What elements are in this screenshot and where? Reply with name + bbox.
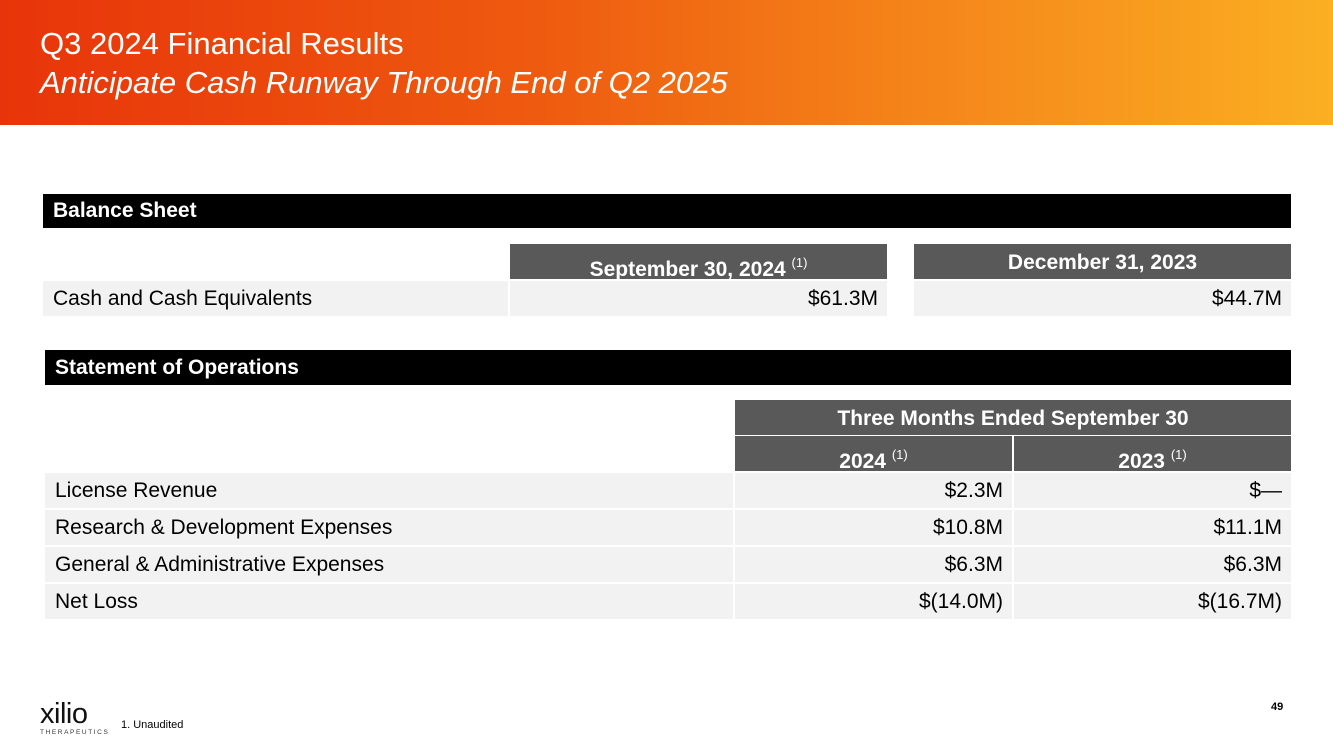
operations-row-value: $(16.7M) [1014, 584, 1291, 619]
operations-row-value: $6.3M [735, 547, 1012, 582]
operations-col-header-2: 2023 (1) [1014, 436, 1291, 473]
operations-row-label: Net Loss [45, 584, 733, 619]
operations-col-header-2-note: (1) [1170, 447, 1187, 462]
balance-row-value-1: $61.3M [510, 281, 887, 316]
operations-group-header: Three Months Ended September 30 [735, 400, 1291, 435]
balance-col-header-2-label: December 31, 2023 [1007, 251, 1198, 274]
operations-row-value: $(14.0M) [735, 584, 1012, 619]
operations-row-value: $10.8M [735, 510, 1012, 545]
balance-row-value-2: $44.7M [914, 281, 1291, 316]
operations-heading: Statement of Operations [45, 350, 1291, 385]
logo-tagline: THERAPEUTICS [40, 729, 110, 736]
operations-col-header-2-label: 2023 [1118, 450, 1165, 473]
operations-row-label: License Revenue [45, 473, 733, 508]
balance-sheet-heading: Balance Sheet [43, 194, 1291, 228]
balance-col-header-2: December 31, 2023 [914, 244, 1291, 279]
operations-col-header-1-label: 2024 [839, 450, 886, 473]
balance-row-label: Cash and Cash Equivalents [43, 281, 508, 316]
page-number: 49 [1271, 701, 1284, 713]
operations-row-value: $— [1014, 473, 1291, 508]
operations-col-header-1-note: (1) [891, 447, 908, 462]
balance-col-header-1-note: (1) [791, 255, 808, 270]
operations-row-value: $6.3M [1014, 547, 1291, 582]
operations-row-value: $11.1M [1014, 510, 1291, 545]
page-title: Q3 2024 Financial Results [40, 26, 404, 61]
balance-col-header-1-label: September 30, 2024 [589, 258, 786, 281]
page-subtitle: Anticipate Cash Runway Through End of Q2… [40, 65, 728, 100]
footnote: 1. Unaudited [121, 719, 184, 731]
header-banner: Q3 2024 Financial Results Anticipate Cas… [0, 0, 1333, 125]
operations-col-header-1: 2024 (1) [735, 436, 1012, 473]
operations-row-label: General & Administrative Expenses [45, 547, 733, 582]
company-logo: xilio THERAPEUTICS [40, 698, 110, 737]
operations-row-value: $2.3M [735, 473, 1012, 508]
logo-wordmark: xilio [40, 698, 88, 730]
operations-row-label: Research & Development Expenses [45, 510, 733, 545]
balance-col-header-1: September 30, 2024 (1) [510, 244, 887, 281]
